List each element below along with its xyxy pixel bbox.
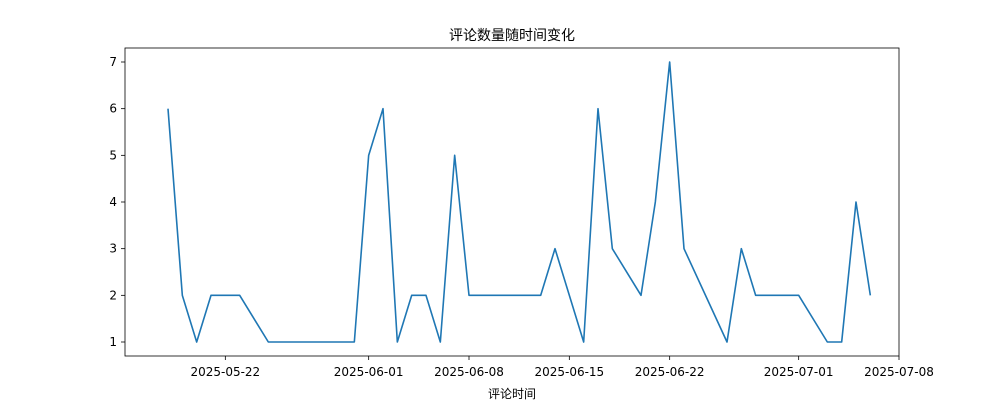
data-point [840, 341, 842, 343]
plot-area [124, 47, 900, 357]
x-tick-label: 2025-06-01 [334, 365, 404, 379]
x-tick-label: 2025-07-01 [764, 365, 834, 379]
data-point [582, 341, 584, 343]
y-tick-label: 4 [109, 195, 117, 209]
data-point [410, 294, 412, 296]
y-tick-label: 7 [109, 55, 117, 69]
data-point [238, 294, 240, 296]
x-tick-label: 2025-06-08 [434, 365, 504, 379]
data-point [353, 341, 355, 343]
x-axis: 2025-05-22 2025-06-01 2025-06-08 2025-06-15… [190, 356, 934, 379]
data-point [425, 294, 427, 296]
y-tick-label: 1 [109, 335, 117, 349]
data-point [453, 154, 455, 156]
data-point [367, 154, 369, 156]
x-tick-label: 2025-05-22 [190, 365, 260, 379]
data-point [855, 201, 857, 203]
data-point [797, 294, 799, 296]
data-point [210, 294, 212, 296]
data-point [726, 341, 728, 343]
data-point [740, 247, 742, 249]
data-point [167, 107, 169, 109]
data-point [826, 341, 828, 343]
data-point [468, 294, 470, 296]
data-point [267, 341, 269, 343]
data-point [640, 294, 642, 296]
x-axis-title: 评论时间 [488, 387, 536, 400]
data-point [181, 294, 183, 296]
series-line [167, 61, 872, 343]
x-tick-label: 2025-06-22 [635, 365, 705, 379]
x-tick-label: 2025-06-15 [534, 365, 604, 379]
data-point [654, 201, 656, 203]
y-axis: 1 2 3 4 5 6 7 [109, 55, 125, 349]
data-point [382, 107, 384, 109]
data-point [869, 294, 871, 296]
y-tick-label: 2 [109, 288, 117, 302]
data-point [668, 61, 670, 63]
data-point [754, 294, 756, 296]
data-point [439, 341, 441, 343]
chart-title: 评论数量随时间变化 [449, 28, 575, 44]
data-point [597, 107, 599, 109]
data-point [195, 341, 197, 343]
data-point [611, 247, 613, 249]
y-tick-label: 6 [109, 102, 117, 116]
data-point [683, 247, 685, 249]
data-point [396, 341, 398, 343]
x-tick-label: 2025-07-08 [864, 365, 934, 379]
y-tick-label: 3 [109, 242, 117, 256]
data-point [554, 247, 556, 249]
y-tick-label: 5 [109, 148, 117, 162]
plot-frame [124, 47, 900, 357]
data-point [539, 294, 541, 296]
